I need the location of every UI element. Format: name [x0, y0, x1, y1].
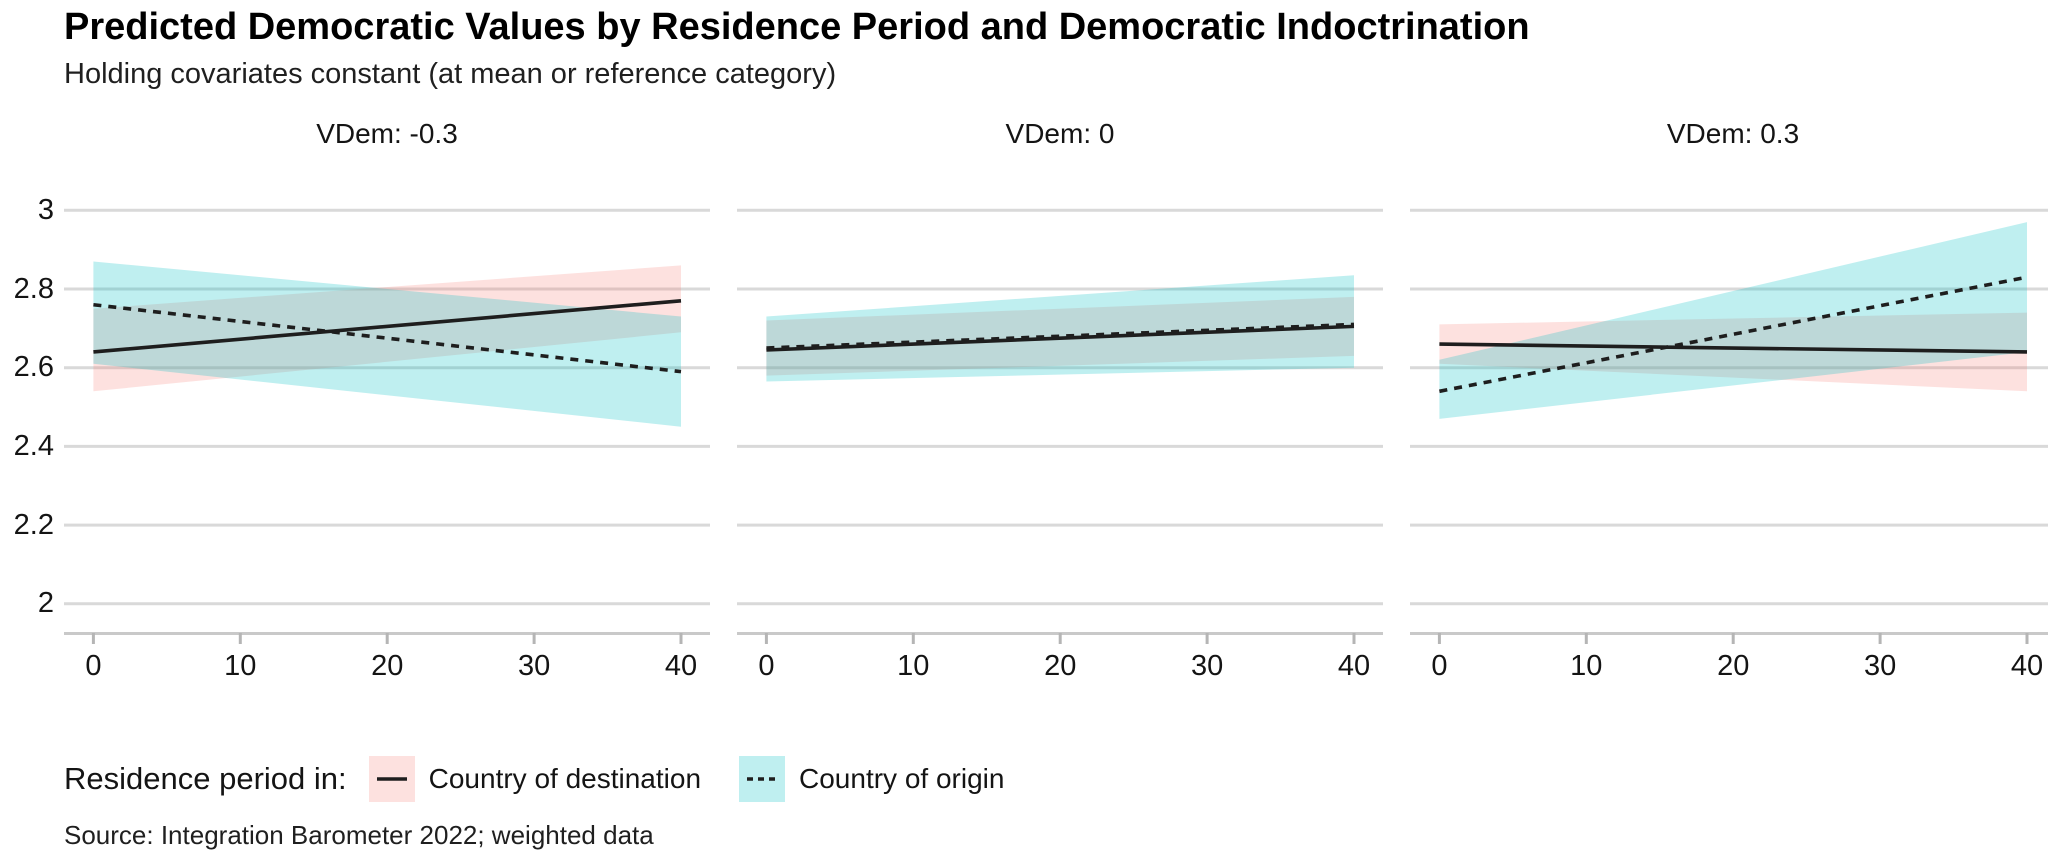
x-tick-label: 20: [371, 650, 403, 682]
facet-panel-vdem-03: 0 10 20 30 40: [1410, 155, 2048, 685]
y-tick-label: 3: [37, 194, 54, 226]
ribbon-origin: [93, 261, 681, 427]
x-tick-label: 0: [85, 650, 101, 682]
x-tick-label: 40: [1338, 650, 1370, 682]
x-tick-label: 20: [1044, 650, 1076, 682]
facet-svg: 0 10 20 30 40: [1410, 208, 2048, 682]
y-tick-label: 2.2: [13, 509, 54, 541]
facet-strip-label-1: VDem: -0.3: [316, 118, 458, 149]
ribbon-origin: [1439, 222, 2027, 419]
x-tick-label: 40: [2011, 650, 2043, 682]
ribbon-destination: [93, 265, 681, 392]
x-tick-label: 10: [897, 650, 929, 682]
ribbon-origin: [766, 275, 1354, 382]
chart-subtitle: Holding covariates constant (at mean or …: [64, 58, 837, 90]
legend-label-destination: Country of destination: [428, 763, 702, 794]
x-tick-label: 30: [518, 650, 550, 682]
facet-svg: 0 10 20 30 40: [737, 208, 1383, 682]
legend-key-destination: [368, 756, 415, 802]
facet-strip-label-3: VDem: 0.3: [1666, 118, 1800, 149]
x-tick-label: 30: [1191, 650, 1223, 682]
solid-line-icon: [376, 777, 407, 781]
source-caption: Source: Integration Barometer 2022; weig…: [64, 820, 654, 850]
x-tick-label: 40: [665, 650, 697, 682]
x-tick-label: 0: [758, 650, 774, 682]
y-tick-label: 2: [37, 587, 54, 619]
line-destination: [93, 299, 682, 354]
y-tick-label: 2.8: [13, 273, 54, 305]
line-destination: [1439, 342, 2028, 354]
chart-legend: Residence period in: Country of destinat…: [64, 756, 1042, 802]
x-tick-label: 20: [1717, 650, 1749, 682]
ribbon-destination: [766, 296, 1354, 376]
legend-title: Residence period in:: [64, 761, 347, 796]
y-tick-label: 2.4: [13, 430, 54, 462]
legend-key-origin: [739, 756, 786, 802]
facet-svg: 0 10 20 30 40: [64, 208, 710, 682]
chart-title: Predicted Democratic Values by Residence…: [64, 6, 1530, 48]
ribbon-destination: [1439, 312, 2027, 392]
x-tick-label: 0: [1431, 650, 1447, 682]
line-origin: [1439, 275, 2028, 394]
x-tick-label: 30: [1864, 650, 1896, 682]
legend-label-origin: Country of origin: [799, 763, 1005, 794]
dashed-line-icon: [747, 777, 778, 781]
y-tick-label: 2.6: [13, 351, 54, 383]
facet-panels: 0 10 20 30 40 0 10 20 30 40 0 10 20 30 40: [64, 155, 2048, 685]
facet-panel-vdem-neg03: 0 10 20 30 40: [64, 155, 710, 685]
facet-panel-vdem-0: 0 10 20 30 40: [737, 155, 1383, 685]
x-tick-label: 10: [1570, 650, 1602, 682]
facet-strip-label-2: VDem: 0: [1005, 118, 1115, 149]
line-destination: [766, 324, 1355, 352]
facet-strip-row: VDem: -0.3 VDem: 0 VDem: 0.3: [64, 118, 2048, 150]
x-tick-label: 10: [224, 650, 256, 682]
